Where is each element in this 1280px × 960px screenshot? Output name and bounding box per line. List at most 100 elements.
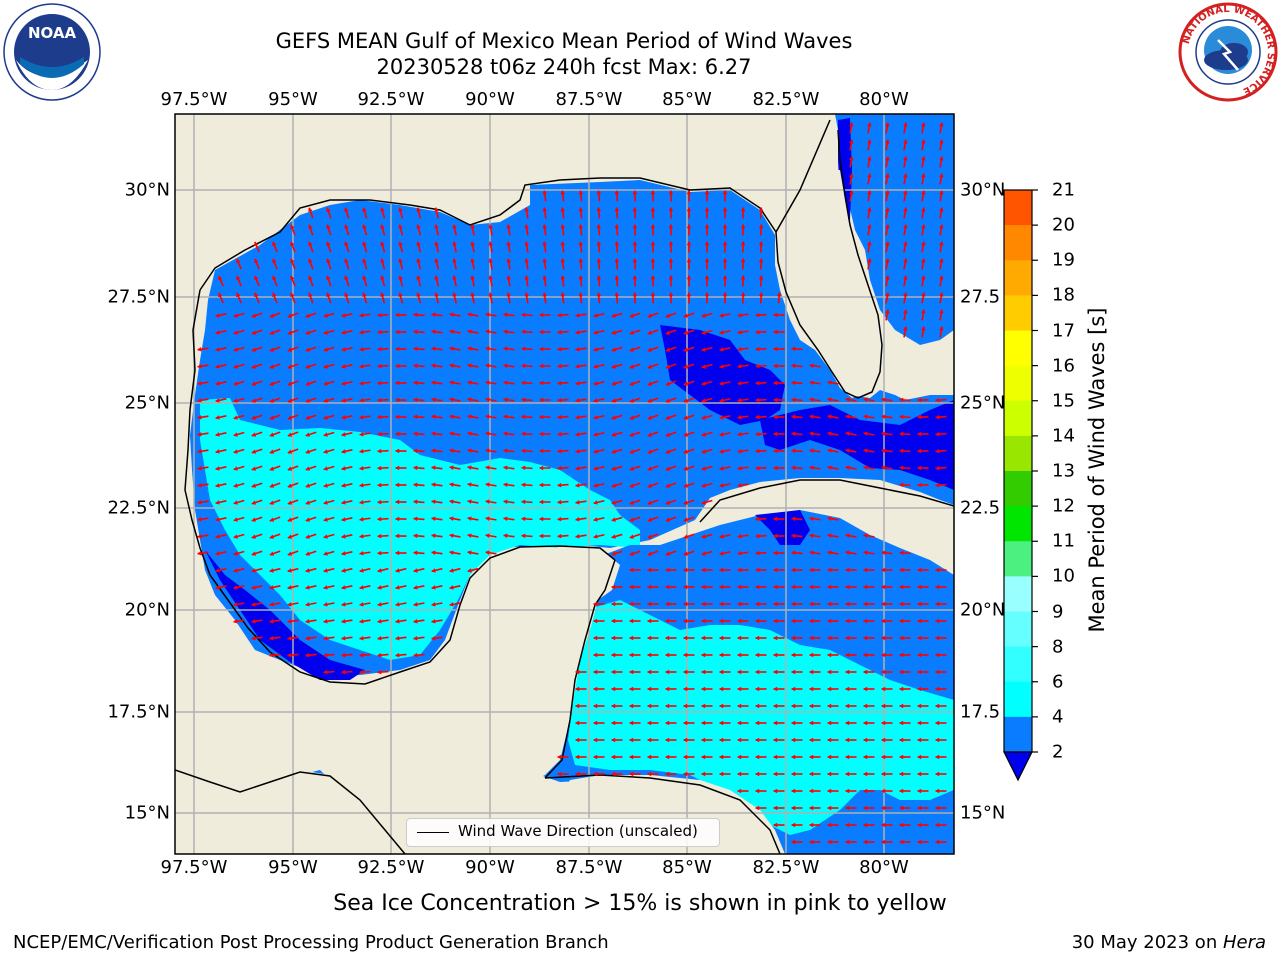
wind-wave-arrowhead: [251, 364, 257, 369]
wind-wave-arrowhead: [233, 347, 238, 352]
wind-wave-arrowhead: [560, 241, 566, 246]
wind-wave-arrowhead: [880, 652, 886, 658]
wind-wave-arrowhead: [754, 397, 760, 403]
wind-wave-arrowhead: [754, 465, 760, 471]
wind-wave-arrowhead: [848, 173, 854, 178]
wind-wave-arrowhead: [665, 449, 671, 454]
wind-wave-arrowhead: [287, 330, 293, 335]
wind-wave-arrowhead: [791, 363, 796, 369]
wind-wave-arrowhead: [862, 805, 868, 811]
wind-wave-arrowhead: [416, 258, 421, 263]
wind-wave-arrowhead: [251, 330, 257, 335]
wind-wave-arrowhead: [700, 686, 706, 692]
wind-wave-arrowhead: [880, 788, 886, 794]
wind-wave-arrowhead: [664, 686, 670, 692]
wind-wave-arrowhead: [542, 190, 548, 195]
wind-wave-arrowhead: [449, 346, 454, 352]
wind-wave-arrowhead: [377, 585, 382, 590]
wind-wave-arrowhead: [412, 533, 418, 539]
wind-wave-arrowhead: [556, 499, 562, 505]
wind-wave-arrowhead: [844, 839, 850, 845]
wind-wave-arrowhead: [916, 805, 922, 811]
wind-wave-arrowhead: [701, 500, 706, 505]
wind-wave-arrowhead: [722, 257, 728, 263]
wind-wave-arrowhead: [556, 380, 562, 386]
wind-wave-arrowhead: [629, 398, 635, 403]
wind-wave-arrowhead: [682, 720, 688, 726]
wind-wave-arrowhead: [772, 448, 778, 454]
wind-wave-arrowhead: [826, 839, 832, 845]
wind-wave-arrowhead: [938, 292, 944, 297]
wind-wave-arrowhead: [376, 669, 382, 675]
wind-wave-arrowhead: [683, 534, 689, 539]
wind-wave-arrowhead: [322, 669, 328, 675]
wind-wave-arrowhead: [826, 703, 832, 709]
wind-wave-arrowhead: [754, 516, 760, 522]
wind-wave-arrowhead: [920, 190, 926, 195]
wind-wave-arrowhead: [578, 241, 584, 246]
wind-wave-arrowhead: [790, 737, 796, 743]
wind-wave-arrowhead: [251, 432, 257, 437]
wind-wave-arrowhead: [647, 381, 653, 386]
wind-wave-arrowhead: [898, 635, 904, 641]
wind-wave-arrowhead: [700, 720, 706, 726]
wind-wave-arrowhead: [862, 584, 868, 590]
wind-wave-arrowhead: [772, 363, 778, 369]
wind-wave-arrowhead: [754, 567, 760, 573]
wind-wave-arrowhead: [628, 618, 634, 624]
wind-wave-arrowhead: [718, 652, 724, 658]
wind-wave-arrowhead: [394, 448, 400, 454]
wind-wave-arrowhead: [556, 516, 562, 522]
wind-wave-arrowhead: [412, 482, 418, 488]
wind-wave-arrowhead: [287, 398, 293, 403]
wind-wave-arrowhead: [808, 669, 814, 675]
wind-wave-arrowhead: [646, 737, 652, 743]
wind-wave-arrowhead: [449, 550, 454, 556]
wind-wave-arrowhead: [881, 550, 886, 556]
wind-wave-arrowhead: [628, 601, 634, 607]
wind-wave-arrowhead: [754, 805, 760, 811]
wind-wave-arrowhead: [772, 788, 778, 794]
wind-wave-arrowhead: [898, 771, 904, 777]
wind-wave-arrowhead: [902, 292, 908, 297]
wind-wave-arrowhead: [844, 567, 850, 573]
wind-wave-arrowhead: [844, 822, 850, 828]
wind-wave-arrowhead: [938, 241, 944, 246]
wind-wave-arrowhead: [290, 275, 295, 281]
wind-wave-arrowhead: [884, 122, 890, 127]
wind-wave-arrowhead: [826, 567, 832, 573]
wind-wave-arrowhead: [323, 652, 328, 658]
wind-wave-arrowhead: [629, 432, 635, 437]
noaa-logo: NOAA: [3, 3, 101, 101]
colorbar-segment: [1004, 330, 1032, 367]
wind-wave-arrowhead: [754, 329, 760, 335]
wind-wave-arrowhead: [898, 448, 904, 454]
wind-wave-arrowhead: [467, 312, 472, 318]
wind-wave-arrowhead: [197, 533, 202, 539]
lon-tick-top: 80°W: [859, 89, 909, 110]
wind-wave-arrowhead: [556, 312, 562, 318]
wind-wave-arrowhead: [898, 822, 904, 828]
wind-wave-arrowhead: [233, 313, 238, 318]
wind-wave-arrowhead: [578, 190, 584, 195]
wind-wave-arrowhead: [629, 313, 635, 318]
wind-wave-arrowhead: [394, 363, 400, 369]
wind-wave-arrowhead: [916, 703, 922, 709]
wind-wave-arrowhead: [341, 635, 346, 641]
wind-wave-arrowhead: [520, 363, 526, 369]
wind-wave-arrowhead: [916, 397, 922, 403]
wind-wave-arrowhead: [737, 431, 742, 437]
wind-wave-arrowhead: [376, 312, 382, 318]
wind-wave-arrowhead: [916, 822, 922, 828]
wind-wave-arrowhead: [701, 534, 706, 539]
wind-wave-arrowhead: [251, 551, 257, 556]
wind-wave-arrowhead: [467, 397, 472, 403]
wind-wave-arrowhead: [467, 431, 472, 437]
wind-wave-arrowhead: [808, 635, 814, 641]
wind-wave-arrowhead: [362, 207, 367, 213]
wind-wave-arrowhead: [308, 224, 313, 230]
wind-wave-arrowhead: [866, 139, 872, 144]
colorbar-segment: [1004, 365, 1032, 402]
florida-peninsula: [775, 170, 882, 398]
wind-wave-arrowhead: [683, 551, 689, 556]
